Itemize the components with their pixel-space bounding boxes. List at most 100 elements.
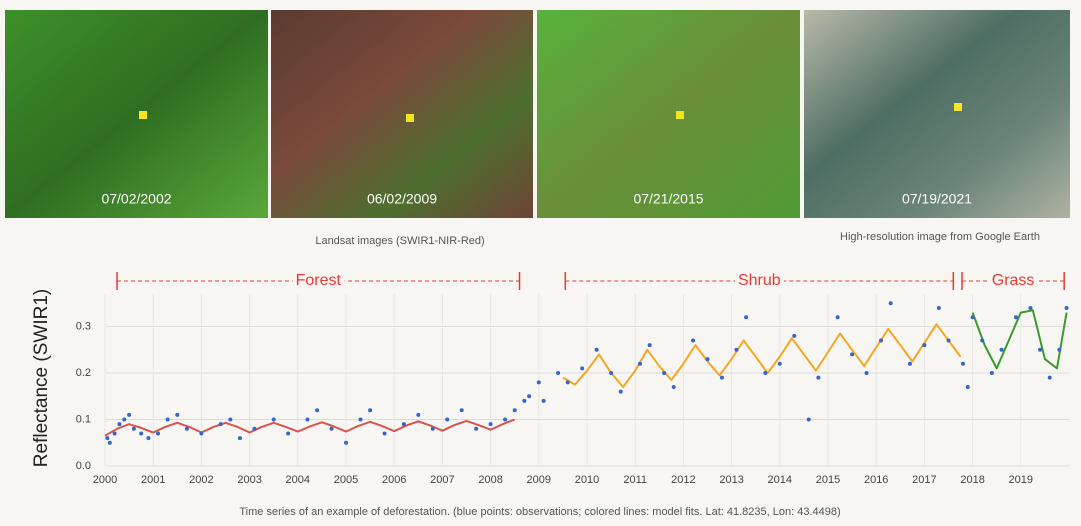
x-tick-label: 2008 [478,474,502,486]
satellite-image [537,10,800,218]
observation-point [946,338,951,343]
observation-point [512,408,517,413]
x-tick-label: 2004 [286,474,310,486]
observation-point [286,431,291,436]
observation-point [792,333,797,338]
google-caption: High-resolution image from Google Earth [840,231,1040,243]
x-tick-label: 2005 [334,474,358,486]
observation-point [305,417,310,422]
x-tick-label: 2011 [623,474,647,486]
observation-point [835,315,840,320]
observation-point [1047,375,1052,380]
observation-point [965,384,970,389]
observation-point [536,380,541,385]
observation-point [691,338,696,343]
image-date: 07/02/2002 [101,191,171,207]
observation-point [922,343,927,348]
observation-point [806,417,811,422]
observation-point [344,440,348,445]
observation-point [358,417,363,422]
observation-point [541,398,546,403]
observation-point [556,371,561,376]
x-tick-label: 2013 [719,474,743,486]
x-tick-label: 2003 [237,474,261,486]
image-date: 07/21/2015 [633,191,703,207]
x-tick-label: 2018 [960,474,984,486]
observation-point [580,366,585,371]
observation-point [1064,305,1069,310]
observation-point [734,347,739,352]
image-row: 07/02/2002 06/02/2009 07/21/2015 07/19/2021 [5,10,1070,218]
observation-point [763,371,768,376]
image-date: 06/02/2009 [367,191,437,207]
landsat-caption: Landsat images (SWIR1-NIR-Red) [315,235,484,247]
image-date: 07/19/2021 [902,191,972,207]
observation-point [165,417,170,422]
observation-point [315,408,320,413]
observation-point [777,361,782,366]
observation-point [228,417,233,422]
observation-point [107,440,112,445]
region-label-bg [988,272,1038,290]
chart-caption: Time series of an example of deforestati… [239,506,840,518]
observation-point [1057,347,1062,352]
observation-point [638,361,643,366]
location-marker [139,111,147,119]
observation-point [609,371,614,376]
observation-point [1028,305,1033,310]
observation-point [907,361,912,366]
observation-point [936,305,941,310]
observation-point [980,338,985,343]
x-tick-label: 2000 [93,474,117,486]
observation-point [139,431,144,436]
observation-point [175,412,180,417]
observation-point [416,412,421,417]
observation-point [888,301,893,306]
observation-point [879,338,884,343]
observation-point [1013,315,1018,320]
observation-point [445,417,450,422]
fit-line [104,418,516,437]
fit-line [971,309,1068,370]
x-tick-label: 2009 [527,474,551,486]
observation-point [117,422,122,427]
observation-point [146,436,151,441]
observation-point [252,426,257,431]
y-tick-label: 0.2 [76,367,91,379]
observation-point [970,315,975,320]
observation-point [156,431,161,436]
region-label-bg [292,272,345,290]
observation-point [989,371,994,376]
region-label-bg [734,272,784,290]
x-tick-label: 2014 [768,474,792,486]
observation-point [112,431,117,436]
fit-line [562,323,962,388]
location-marker [954,103,962,111]
y-tick-label: 0.3 [76,320,91,332]
observation-point [474,426,479,431]
observation-point [565,380,570,385]
x-tick-label: 2006 [382,474,406,486]
observation-point [850,352,855,357]
observation-point [522,398,527,403]
x-tick-label: 2019 [1009,474,1033,486]
observation-point [719,375,724,380]
observation-point [647,343,652,348]
x-tick-label: 2001 [141,474,165,486]
observation-point [122,417,127,422]
location-marker [406,114,414,122]
observation-point [184,426,189,431]
observation-point [864,371,869,376]
observation-point [199,431,204,436]
observation-point [382,431,387,436]
y-tick-label: 0.1 [76,413,91,425]
region-label: Forest [296,272,342,289]
observation-point [105,436,110,441]
observation-point [503,417,508,422]
region-label: Grass [992,272,1035,289]
observation-point [329,426,334,431]
observation-point [527,394,532,399]
observation-point [1038,347,1043,352]
x-tick-label: 2010 [575,474,599,486]
